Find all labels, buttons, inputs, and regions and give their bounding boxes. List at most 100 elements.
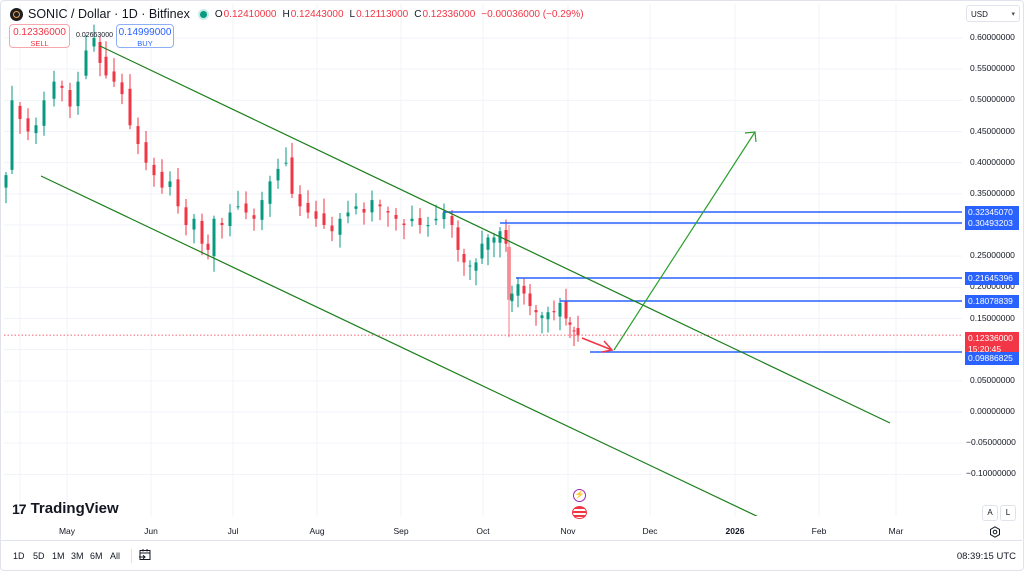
- range-6m-button[interactable]: 6M: [90, 551, 103, 561]
- price-tick-label: 0.55000000: [970, 63, 1015, 74]
- level-price-tag: 0.30493203: [965, 217, 1019, 230]
- bullish-candle: [284, 162, 288, 164]
- price-tag-value: 0.18078839: [968, 296, 1013, 306]
- time-tick-label: Jun: [144, 526, 158, 536]
- price-tag-value: 0.21645396: [968, 273, 1013, 283]
- us-flag-event-icon[interactable]: [572, 506, 587, 519]
- ohlc-high: H0.12443000: [282, 8, 344, 20]
- bullish-candle: [370, 200, 374, 213]
- time-tick-label: Mar: [888, 526, 904, 536]
- sonic-logo-icon: [10, 7, 23, 21]
- bullish-candle: [474, 262, 478, 271]
- bullish-candle: [426, 225, 430, 227]
- bullish-candle: [34, 125, 38, 134]
- price-tick-label: −0.10000000: [966, 468, 1016, 479]
- bearish-candle: [152, 164, 156, 176]
- ohlc-low: L0.12113000: [349, 8, 409, 20]
- bullish-candle: [42, 100, 46, 126]
- level-price-tag: 0.32345070: [965, 206, 1019, 219]
- time-tick-label: 2026: [725, 526, 745, 536]
- tradingview-mark-icon: 17: [12, 500, 27, 517]
- price-chart[interactable]: [4, 4, 962, 516]
- bullish-candle: [76, 81, 80, 107]
- range-5d-button[interactable]: 5D: [33, 551, 45, 561]
- symbol-title[interactable]: SONIC / Dollar · 1D · Bitfinex: [28, 7, 190, 21]
- time-tick-label: Sep: [393, 526, 409, 536]
- level-price-tag: 0.09886825: [965, 352, 1019, 365]
- bullish-candle: [10, 100, 14, 170]
- log-scale-button[interactable]: L: [1000, 505, 1016, 521]
- bullish-candle: [212, 218, 216, 257]
- bullish-candle: [558, 302, 562, 317]
- channel-upper-line: [99, 45, 891, 424]
- bullish-candle: [540, 315, 544, 319]
- chart-pane[interactable]: [4, 4, 962, 516]
- range-3m-button[interactable]: 3M: [71, 551, 84, 561]
- projection-down-arrow: [581, 337, 613, 351]
- bullish-candle: [492, 237, 496, 243]
- bullish-candle: [338, 218, 342, 235]
- ohlc-open: O0.12410000: [214, 8, 277, 20]
- arrowhead-icon: [744, 131, 757, 143]
- range-1m-button[interactable]: 1M: [52, 551, 65, 561]
- lightning-event-icon[interactable]: ⚡: [573, 489, 586, 502]
- bearish-candle: [298, 194, 302, 207]
- bullish-candle: [276, 168, 280, 181]
- bullish-candle: [510, 293, 514, 302]
- bearish-candle: [362, 209, 366, 213]
- bearish-candle: [534, 310, 538, 313]
- tradingview-wordmark: TradingView: [30, 500, 119, 517]
- bullish-candle: [346, 212, 350, 217]
- bearish-candle: [26, 118, 30, 132]
- sell-button[interactable]: 0.12336000 SELL: [9, 24, 70, 48]
- buy-label: BUY: [137, 39, 153, 48]
- bearish-candle: [462, 253, 466, 263]
- auto-scale-button[interactable]: A: [982, 505, 998, 521]
- price-axis[interactable]: 0.60000000 0.55000000 0.50000000 0.45000000…: [962, 0, 1024, 516]
- utc-clock[interactable]: 08:39:15 UTC: [956, 551, 1016, 562]
- bearish-candle: [330, 225, 334, 232]
- bearish-candle: [128, 88, 132, 126]
- price-tag-value: 0.12336000: [968, 333, 1013, 343]
- bearish-candle: [418, 218, 422, 226]
- bearish-candle: [200, 220, 204, 244]
- bearish-candle: [564, 300, 568, 319]
- bearish-candle: [522, 285, 526, 294]
- bearish-candle: [220, 222, 224, 226]
- price-tick-label: −0.05000000: [966, 437, 1016, 448]
- tradingview-logo[interactable]: 17 TradingView: [12, 500, 119, 517]
- bullish-candle: [4, 175, 8, 188]
- bullish-candle: [268, 181, 272, 204]
- bullish-candle: [486, 237, 490, 250]
- bearish-candle: [18, 105, 22, 120]
- go-to-date-icon[interactable]: [138, 548, 152, 562]
- ohlc-change: −0.00036000 (−0.29%): [481, 8, 584, 20]
- price-tick-label: 0.40000000: [970, 156, 1015, 167]
- bar-countdown: 15:20:45: [968, 344, 1002, 354]
- bearish-candle: [306, 202, 310, 213]
- price-tag-value: 0.09886825: [968, 353, 1013, 363]
- buy-button[interactable]: 0.14999000 BUY: [116, 24, 174, 48]
- bearish-candle: [378, 204, 382, 207]
- bearish-candle: [112, 71, 116, 82]
- symbol-legend: SONIC / Dollar · 1D · Bitfinex O0.124100…: [10, 5, 590, 23]
- bearish-candle: [568, 322, 572, 325]
- bullish-candle: [228, 212, 232, 226]
- range-all-button[interactable]: All: [110, 551, 121, 561]
- bearish-candle: [252, 215, 256, 219]
- range-1d-button[interactable]: 1D: [13, 551, 25, 561]
- bullish-candle: [516, 284, 520, 296]
- settings-gear-icon[interactable]: [989, 526, 1001, 538]
- price-tag-value: 0.30493203: [968, 218, 1013, 228]
- price-tick-label: 0.05000000: [970, 374, 1015, 385]
- bearish-candle: [160, 171, 164, 188]
- bullish-candle: [468, 265, 472, 267]
- price-tick-label: 0.45000000: [970, 125, 1015, 136]
- bearish-candle: [176, 179, 180, 207]
- bearish-candle: [456, 227, 460, 250]
- time-tick-label: Oct: [476, 526, 490, 536]
- time-axis[interactable]: May Jun Jul Aug Sep Oct Nov Dec 2026 Feb Mar: [0, 516, 962, 540]
- projection-up-arrow: [613, 131, 756, 351]
- bearish-candle: [104, 56, 108, 76]
- currency-select[interactable]: USD ▾: [966, 5, 1020, 22]
